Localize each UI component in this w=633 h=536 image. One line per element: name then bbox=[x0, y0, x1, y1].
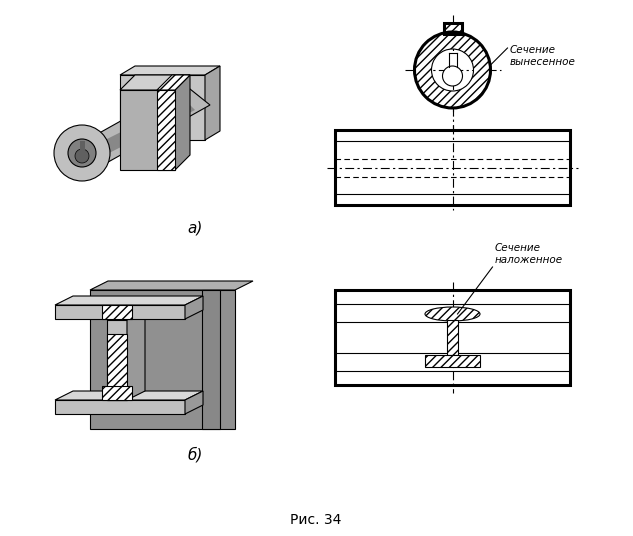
Bar bbox=[444, 23, 461, 34]
Bar bbox=[335, 290, 570, 385]
Polygon shape bbox=[157, 75, 190, 90]
Polygon shape bbox=[60, 85, 210, 175]
Text: Сечение
наложенное: Сечение наложенное bbox=[494, 243, 563, 265]
Text: а): а) bbox=[187, 220, 203, 235]
Ellipse shape bbox=[425, 307, 480, 321]
Wedge shape bbox=[415, 32, 491, 108]
Polygon shape bbox=[55, 296, 203, 305]
Bar bbox=[120, 75, 205, 140]
Circle shape bbox=[442, 66, 463, 86]
Bar bbox=[90, 290, 235, 429]
FancyBboxPatch shape bbox=[335, 130, 570, 205]
Polygon shape bbox=[55, 400, 185, 414]
Polygon shape bbox=[185, 296, 203, 319]
Bar bbox=[102, 386, 132, 400]
Polygon shape bbox=[90, 281, 253, 290]
Polygon shape bbox=[120, 75, 190, 90]
Bar bbox=[444, 23, 461, 34]
Bar bbox=[120, 90, 175, 170]
Polygon shape bbox=[185, 391, 203, 414]
Bar bbox=[447, 320, 458, 355]
Polygon shape bbox=[55, 305, 185, 319]
Bar bbox=[80, 141, 84, 156]
Polygon shape bbox=[127, 311, 145, 400]
Bar bbox=[102, 305, 132, 319]
Bar bbox=[157, 90, 175, 170]
Circle shape bbox=[75, 149, 89, 163]
Text: Сечение
вынесенное: Сечение вынесенное bbox=[510, 45, 575, 66]
Bar bbox=[449, 51, 456, 69]
Polygon shape bbox=[175, 75, 190, 170]
Circle shape bbox=[68, 139, 96, 167]
Circle shape bbox=[54, 125, 110, 181]
Text: б): б) bbox=[187, 447, 203, 463]
Text: Рис. 34: Рис. 34 bbox=[291, 513, 342, 527]
Polygon shape bbox=[205, 66, 220, 140]
Bar bbox=[425, 355, 480, 367]
Polygon shape bbox=[120, 66, 220, 75]
Polygon shape bbox=[107, 320, 127, 400]
Bar bbox=[107, 334, 127, 400]
Polygon shape bbox=[202, 290, 220, 429]
Polygon shape bbox=[55, 391, 203, 400]
Polygon shape bbox=[107, 311, 145, 320]
Polygon shape bbox=[75, 100, 195, 165]
